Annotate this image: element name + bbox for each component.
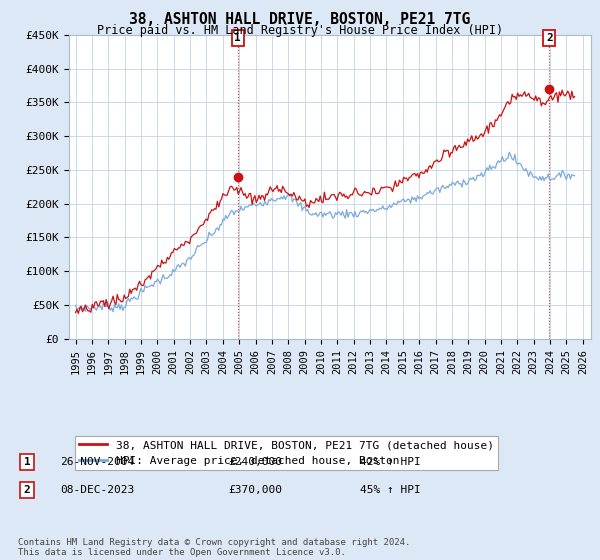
Text: 08-DEC-2023: 08-DEC-2023 xyxy=(60,485,134,495)
Text: 1: 1 xyxy=(23,457,31,467)
Text: 38, ASHTON HALL DRIVE, BOSTON, PE21 7TG: 38, ASHTON HALL DRIVE, BOSTON, PE21 7TG xyxy=(130,12,470,27)
Text: 26-NOV-2004: 26-NOV-2004 xyxy=(60,457,134,467)
Legend: 38, ASHTON HALL DRIVE, BOSTON, PE21 7TG (detached house), HPI: Average price, de: 38, ASHTON HALL DRIVE, BOSTON, PE21 7TG … xyxy=(74,436,498,470)
Text: 45% ↑ HPI: 45% ↑ HPI xyxy=(360,485,421,495)
Text: 2: 2 xyxy=(23,485,31,495)
Text: £370,000: £370,000 xyxy=(228,485,282,495)
Text: Contains HM Land Registry data © Crown copyright and database right 2024.
This d: Contains HM Land Registry data © Crown c… xyxy=(18,538,410,557)
Text: 2: 2 xyxy=(546,33,553,43)
Text: 1: 1 xyxy=(235,33,241,43)
Text: 42% ↑ HPI: 42% ↑ HPI xyxy=(360,457,421,467)
Text: £240,000: £240,000 xyxy=(228,457,282,467)
Text: Price paid vs. HM Land Registry's House Price Index (HPI): Price paid vs. HM Land Registry's House … xyxy=(97,24,503,37)
